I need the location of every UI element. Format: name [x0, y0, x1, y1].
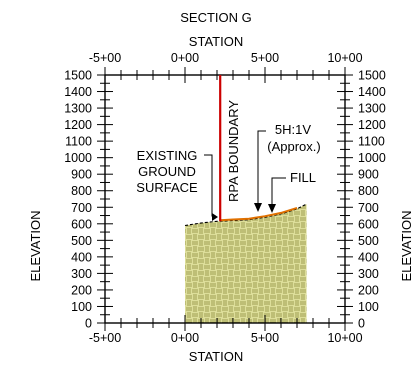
existing-ground-label-3: SURFACE — [136, 180, 198, 195]
slope-callout: 5H:1V (Approx.) — [254, 122, 321, 212]
left-axis-label: ELEVATION — [28, 210, 43, 281]
y-tick-label-right: 1200 — [358, 118, 386, 132]
slope-leader — [257, 130, 266, 207]
y-tick-label-left: 700 — [71, 201, 92, 215]
y-tick-label-left: 600 — [71, 217, 92, 231]
tick-labels: 0 0 100 100 200 200 300 300 400 400 500 500 600 600 70… — [64, 51, 386, 345]
y-tick-label-right: 1400 — [358, 85, 386, 99]
slope-arrowhead — [254, 203, 262, 212]
y-tick-label-right: 700 — [358, 201, 379, 215]
y-tick-label-right: 1300 — [358, 102, 386, 116]
existing-ground-arrowhead — [212, 213, 218, 221]
right-axis-label: ELEVATION — [399, 210, 414, 281]
fill-callout: FILL — [268, 170, 316, 213]
y-tick-label-right: 800 — [358, 184, 379, 198]
fill-slope-line — [220, 206, 298, 222]
y-tick-label-right: 1100 — [358, 135, 385, 149]
y-tick-label-left: 100 — [71, 300, 92, 314]
y-tick-label-left: 1000 — [64, 151, 92, 165]
existing-ground-label-2: GROUND — [138, 164, 196, 179]
plot-frame — [97, 67, 353, 331]
y-tick-label-left: 1300 — [64, 102, 92, 116]
y-tick-label-right: 300 — [358, 267, 379, 281]
y-tick-label-left: 500 — [71, 234, 92, 248]
y-tick-label-left: 1100 — [65, 135, 92, 149]
x-tick-label-top: -5+00 — [89, 51, 121, 65]
y-tick-label-right: 500 — [358, 234, 379, 248]
fill-label: FILL — [290, 170, 316, 185]
y-tick-label-left: 800 — [71, 184, 92, 198]
y-tick-label-left: 1200 — [64, 118, 92, 132]
rpa-boundary-label: RPA BOUNDARY — [226, 100, 241, 202]
existing-ground-leader — [204, 154, 216, 217]
existing-ground-line — [184, 203, 307, 227]
fill-arrowhead — [268, 204, 276, 213]
x-tick-label-top: 0+00 — [171, 51, 199, 65]
x-tick-label-bottom: 0+00 — [171, 331, 199, 345]
slope-label: 5H:1V — [275, 122, 311, 137]
y-tick-label-right: 1500 — [358, 69, 386, 83]
y-tick-label-right: 0 — [358, 317, 365, 331]
x-tick-label-bottom: -5+00 — [89, 331, 121, 345]
y-tick-label-left: 900 — [71, 168, 92, 182]
x-tick-label-bottom: 5+00 — [251, 331, 279, 345]
y-tick-label-right: 900 — [358, 168, 379, 182]
x-tick-label-bottom: 10+00 — [327, 331, 362, 345]
y-tick-label-left: 1500 — [64, 69, 92, 83]
y-tick-label-right: 400 — [358, 250, 379, 264]
x-tick-label-top: 5+00 — [251, 51, 279, 65]
y-tick-label-right: 1000 — [358, 151, 386, 165]
y-tick-label-left: 200 — [71, 283, 92, 297]
x-tick-label-top: 10+00 — [327, 51, 362, 65]
existing-ground-callout: EXISTING GROUND SURFACE — [136, 148, 218, 221]
y-tick-label-right: 200 — [358, 283, 379, 297]
y-tick-label-left: 400 — [71, 250, 92, 264]
y-tick-label-right: 600 — [358, 217, 379, 231]
bottom-axis-label: STATION — [189, 349, 243, 364]
fill-leader — [271, 177, 286, 208]
ground-fill-area — [185, 204, 307, 323]
y-tick-label-right: 100 — [358, 300, 379, 314]
y-tick-label-left: 300 — [71, 267, 92, 281]
y-tick-label-left: 1400 — [64, 85, 92, 99]
top-axis-label: STATION — [189, 34, 243, 49]
y-tick-label-left: 0 — [85, 317, 92, 331]
slope-approx-label: (Approx.) — [267, 139, 320, 154]
section-title: SECTION G — [180, 10, 252, 25]
existing-ground-label-1: EXISTING — [137, 148, 198, 163]
